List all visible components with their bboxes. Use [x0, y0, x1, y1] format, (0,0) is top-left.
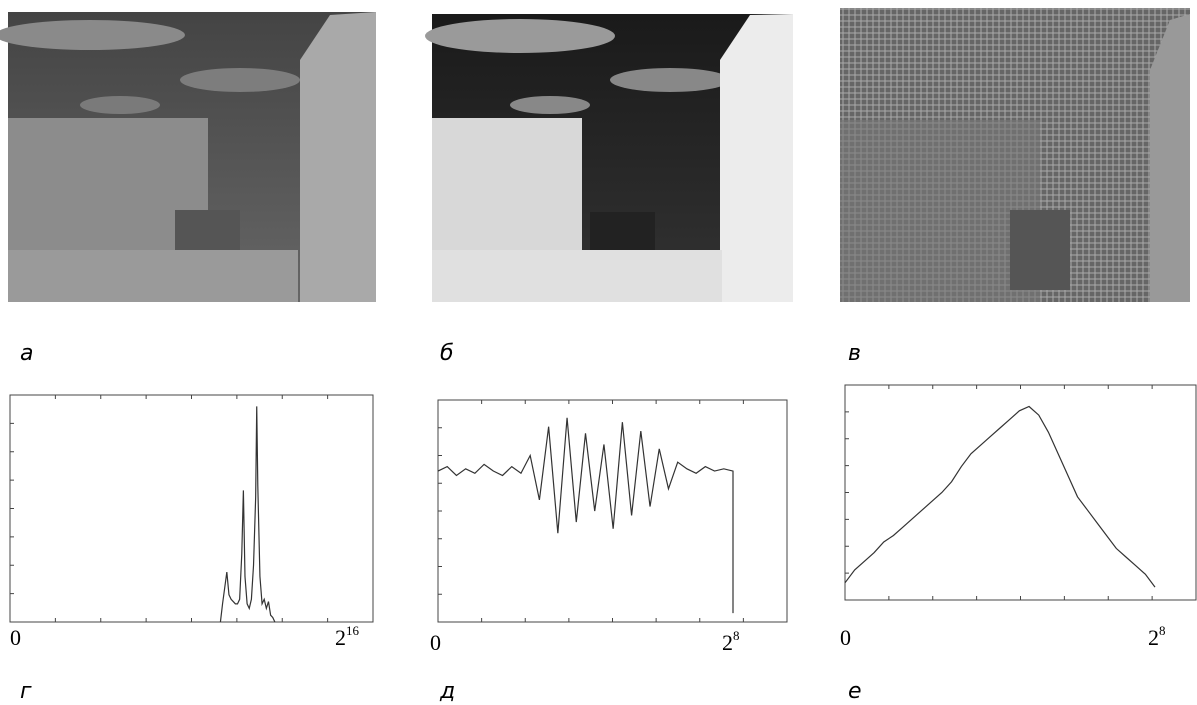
histogram-curve: [219, 406, 276, 623]
x-max-label: 28: [1148, 623, 1166, 650]
x-min-label: 0: [840, 625, 851, 650]
exponent: 8: [733, 628, 740, 643]
exponent: 16: [346, 623, 360, 638]
thermal-image-raw: [0, 12, 376, 302]
x-min-label: 0: [430, 630, 441, 655]
panel-label: е: [848, 679, 862, 704]
x-max-label: 216: [335, 623, 360, 650]
histogram-curve: [437, 417, 734, 614]
panel-label: д: [439, 679, 455, 704]
plot-frame: [437, 399, 788, 623]
thermal-image-enhanced: [840, 8, 1190, 302]
panel-label: в: [848, 341, 861, 366]
plot-frame: [844, 384, 1197, 601]
plot-frame: [9, 394, 374, 623]
exponent: 8: [1159, 623, 1166, 638]
exponent-base: 2: [722, 630, 733, 655]
thermal-image-equalized: [425, 14, 793, 302]
panel-label: г: [20, 679, 32, 704]
exponent-base: 2: [335, 625, 346, 650]
exponent-base: 2: [1148, 625, 1159, 650]
x-max-label: 28: [722, 628, 740, 655]
panel-label: б: [440, 341, 454, 366]
histogram-curve: [844, 405, 1156, 588]
panel-label: а: [20, 341, 33, 366]
x-min-label: 0: [10, 625, 21, 650]
